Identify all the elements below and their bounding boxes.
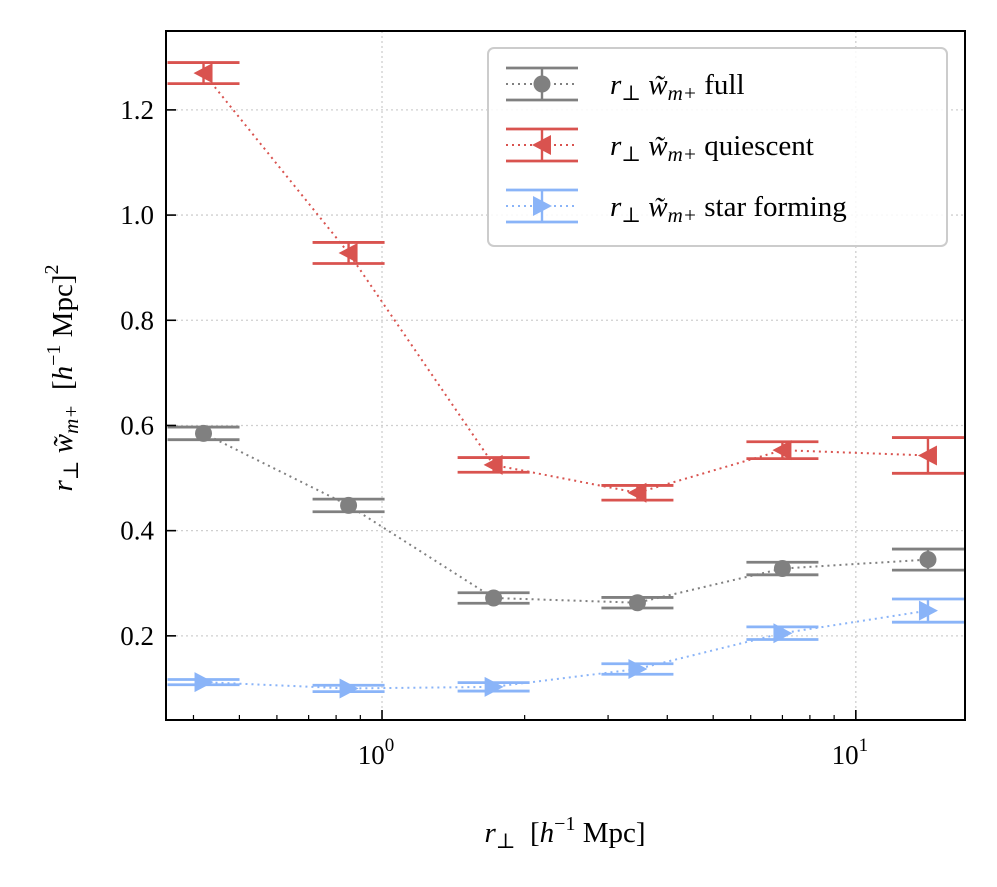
series-line	[203, 609, 929, 690]
data-point	[483, 454, 503, 475]
x-tick-label: 100	[358, 735, 395, 770]
y-tick-label: 0.8	[120, 305, 154, 335]
x-tick-label: 101	[832, 735, 869, 770]
series-quiescent	[167, 61, 964, 503]
legend-entry-star-forming: r⊥ w̃m+ star forming	[506, 188, 847, 227]
series-star-forming	[167, 597, 964, 699]
legend-label: r⊥ w̃m+ star forming	[610, 191, 847, 227]
data-point	[917, 445, 937, 466]
legend-marker	[533, 75, 551, 93]
y-tick-label: 1.2	[120, 95, 154, 125]
data-point	[194, 672, 214, 693]
data-point	[628, 658, 648, 679]
data-layer	[167, 61, 964, 699]
legend-box	[487, 47, 948, 247]
data-point	[773, 560, 791, 578]
data-point	[485, 589, 503, 607]
data-point	[919, 551, 937, 569]
legend-label: r⊥ w̃m+ quiescent	[610, 130, 814, 166]
y-tick-label: 0.6	[120, 410, 154, 440]
data-point	[339, 678, 359, 699]
data-point	[627, 482, 647, 503]
y-tick-label: 0.2	[120, 621, 154, 651]
legend-marker	[532, 135, 551, 155]
series-full	[167, 424, 964, 612]
data-point	[773, 623, 793, 644]
data-point	[918, 600, 938, 621]
data-point	[338, 242, 358, 263]
legend-marker	[533, 196, 552, 216]
ticks: 0.2 0.4 0.6 0.8 1.0 1.2 100 101	[120, 95, 868, 770]
x-axis-label: r⊥ [h−1 Mpc]	[484, 813, 645, 853]
series-line	[202, 72, 929, 494]
plot-frame	[165, 30, 966, 721]
legend-label: r⊥ w̃m+ full	[610, 69, 745, 105]
y-tick-label: 1.0	[120, 200, 154, 230]
data-point	[340, 496, 358, 514]
y-axis-label: r⊥ w̃m+ [h−1 Mpc]2	[41, 264, 83, 491]
legend-entry-quiescent: r⊥ w̃m+ quiescent	[506, 127, 814, 166]
legend-entry-full: r⊥ w̃m+ full	[506, 66, 745, 105]
data-point	[772, 440, 792, 461]
data-point	[628, 594, 646, 612]
legend: r⊥ w̃m+ full r⊥ w̃m+ quiescent r⊥ w̃m+ sta…	[487, 47, 948, 247]
data-point	[484, 676, 504, 697]
data-point	[195, 424, 213, 442]
data-point	[193, 63, 213, 84]
y-tick-label: 0.4	[120, 516, 154, 546]
